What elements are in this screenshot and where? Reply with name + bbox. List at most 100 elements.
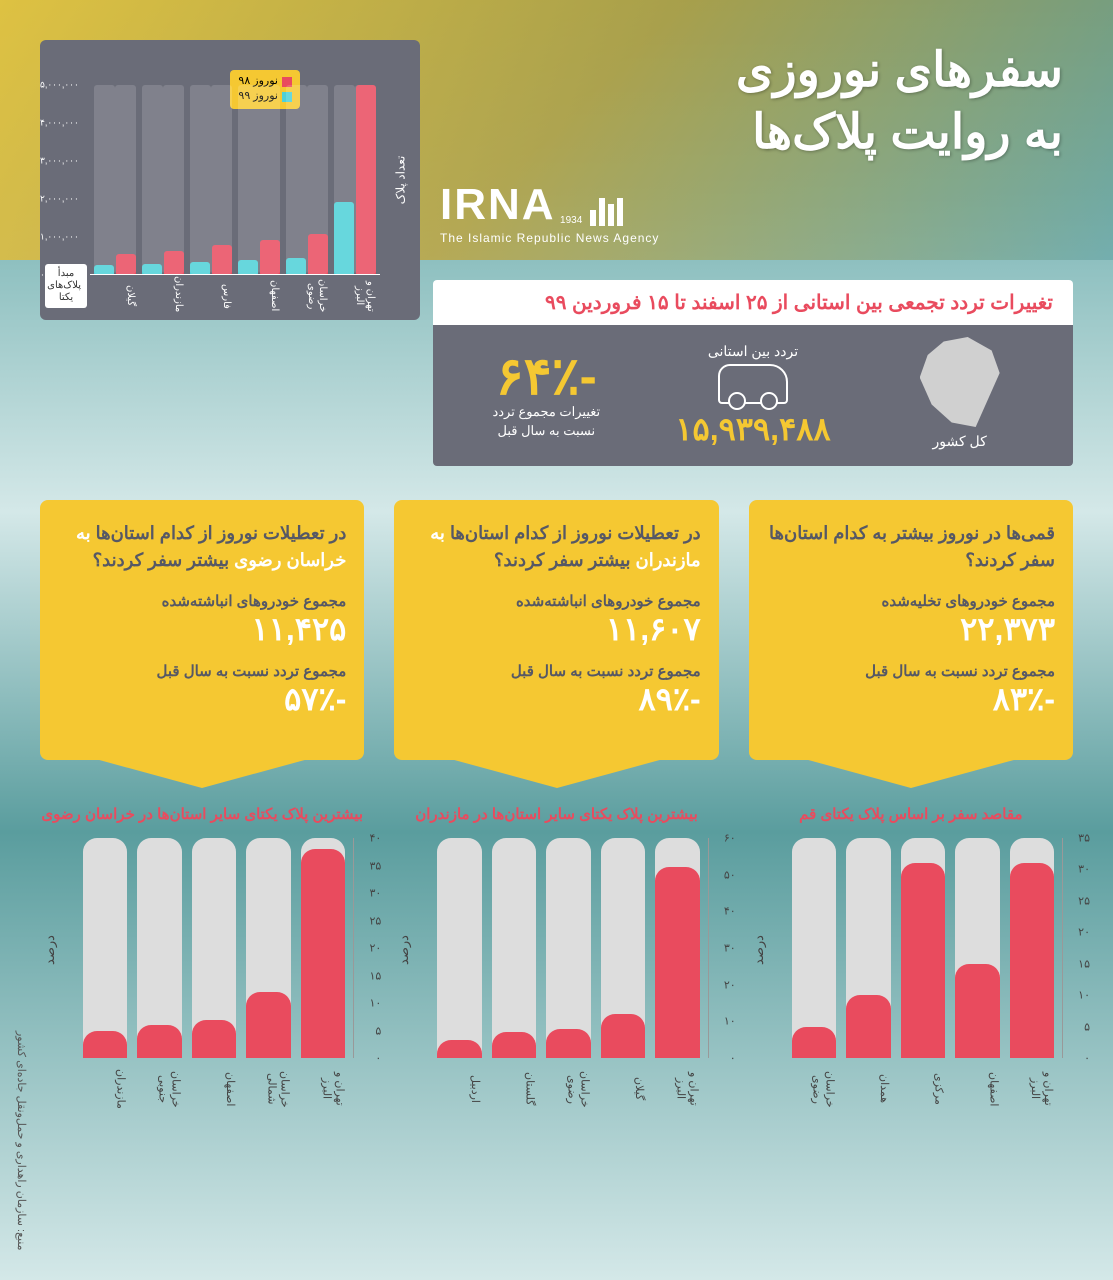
x-label: خراسان جنوبی	[138, 1064, 183, 1114]
y-axis-label: درصد	[396, 935, 412, 965]
x-label: گیلان	[94, 280, 136, 312]
inter-label: تردد بین استانی	[660, 343, 847, 360]
bar-group	[192, 838, 236, 1058]
info-card: در تعطیلات نوروز از کدام استان‌ها به ماز…	[394, 500, 718, 1118]
card-chart-title: مقاصد سفر بر اساس پلاک یکتای قم	[749, 805, 1073, 823]
y-ticks: ۰۱,۰۰۰,۰۰۰۲,۰۰۰,۰۰۰۳,۰۰۰,۰۰۰۴,۰۰۰,۰۰۰۵,۰…	[40, 85, 88, 275]
info-card: در تعطیلات نوروز از کدام استان‌ها به خرا…	[40, 500, 364, 1118]
bar	[546, 1029, 590, 1058]
y-ticks: ۰۵۱۰۱۵۲۰۲۵۳۰۳۵	[1064, 838, 1090, 1058]
stat-label: مجموع خودروهای انباشته‌شده	[412, 592, 700, 610]
card-header: در تعطیلات نوروز از کدام استان‌ها به ماز…	[394, 500, 718, 760]
card-chart: درصد ۰۱۰۲۰۳۰۴۰۵۰۶۰ تهران و البرزگیلانخرا…	[394, 838, 718, 1118]
x-label: خراسان رضوی	[547, 1064, 592, 1114]
x-label: اصفهان	[238, 280, 280, 312]
stat-value: ۱۱,۴۲۵	[58, 610, 346, 648]
card-chart-title: بیشترین پلاک یکتای سایر استان‌ها در مازن…	[394, 805, 718, 823]
y-ticks: ۰۱۰۲۰۳۰۴۰۵۰۶۰	[710, 838, 736, 1058]
bar-group	[94, 85, 136, 274]
bars	[75, 838, 353, 1058]
bar-group	[190, 85, 232, 274]
x-label: مرکزی	[901, 1064, 946, 1114]
bar-group	[901, 838, 945, 1058]
x-label: خراسان رضوی	[792, 1064, 837, 1114]
x-label: اصفهان	[192, 1064, 237, 1114]
bar-group	[792, 838, 836, 1058]
bars	[90, 85, 380, 275]
bar-group	[655, 838, 699, 1058]
bar	[192, 1020, 236, 1059]
bar	[655, 867, 699, 1058]
arrow-icon	[801, 758, 1021, 788]
bar-group	[246, 838, 290, 1058]
traffic-cell: تردد بین استانی ۱۵,۹۳۹,۴۸۸	[660, 343, 847, 448]
stats-banner: تغییرات تردد تجمعی بین استانی از ۲۵ اسفن…	[433, 280, 1073, 460]
card-chart-title: بیشترین پلاک یکتای سایر استان‌ها در خراس…	[40, 805, 364, 823]
logo-year: 1934	[560, 215, 582, 226]
bar	[137, 1025, 181, 1058]
cards-row: قمی‌ها در نوروز بیشتر به کدام استان‌ها س…	[40, 500, 1073, 1118]
stat-value: -۸۳٪	[767, 680, 1055, 718]
bar-group	[137, 838, 181, 1058]
bar	[83, 1031, 127, 1059]
origin-badge: مبدأ پلاک‌های یکتا	[45, 264, 87, 308]
logo-subtitle: The Islamic Republic News Agency	[440, 231, 659, 245]
x-label: تهران و البرز	[302, 1064, 347, 1114]
x-label: خراسان رضوی	[286, 280, 328, 312]
chart-area: ۰۱۰۲۰۳۰۴۰۵۰۶۰	[429, 838, 708, 1058]
card-header: در تعطیلات نوروز از کدام استان‌ها به خرا…	[40, 500, 364, 760]
bar-group	[1010, 838, 1054, 1058]
stats-row: کل کشور تردد بین استانی ۱۵,۹۳۹,۴۸۸ -۶۴٪ …	[433, 325, 1073, 466]
change-cell: -۶۴٪ تغییرات مجموع تردد نسبت به سال قبل	[453, 351, 640, 439]
stat-label: مجموع تردد نسبت به سال قبل	[58, 662, 346, 680]
x-label: تهران و البرز	[1010, 1064, 1055, 1114]
chart-area: ۰۱,۰۰۰,۰۰۰۲,۰۰۰,۰۰۰۳,۰۰۰,۰۰۰۴,۰۰۰,۰۰۰۵,۰…	[90, 85, 380, 275]
bar	[492, 1032, 536, 1058]
source-credit: منبع: سازمان راهداری و حمل‌ونقل جاده‌ای …	[15, 1031, 28, 1251]
map-icon	[920, 337, 1000, 427]
x-label: اصفهان	[956, 1064, 1001, 1114]
stat-label: مجموع خودروهای انباشته‌شده	[58, 592, 346, 610]
x-label: گیلان	[601, 1064, 646, 1114]
title-line1: سفرهای نوروزی	[736, 40, 1063, 102]
bar	[601, 1014, 645, 1058]
x-labels: تهران و البرزخراسان رضویاصفهانفارسمازندر…	[90, 280, 380, 312]
bar-group	[83, 838, 127, 1058]
arrow-icon	[447, 758, 667, 788]
stat-label: مجموع تردد نسبت به سال قبل	[767, 662, 1055, 680]
bar	[301, 849, 345, 1058]
bar-group	[334, 85, 376, 274]
stat-value: ۲۲,۳۷۳	[767, 610, 1055, 648]
bar	[846, 995, 890, 1058]
country-cell: کل کشور	[866, 337, 1053, 454]
bar-group	[846, 838, 890, 1058]
card-chart: درصد ۰۵۱۰۱۵۲۰۲۵۳۰۳۵۴۰ تهران و البرزخراسا…	[40, 838, 364, 1118]
card-title: قمی‌ها در نوروز بیشتر به کدام استان‌ها س…	[767, 520, 1055, 574]
x-labels: تهران و البرزاصفهانمرکزیهمدانخراسان رضوی	[784, 1058, 1063, 1114]
change-pct: -۶۴٪	[453, 351, 640, 403]
stat-label: مجموع خودروهای تخلیه‌شده	[767, 592, 1055, 610]
bar-group	[492, 838, 536, 1058]
stat-value: ۱۱,۶۰۷	[412, 610, 700, 648]
bar	[901, 863, 945, 1058]
bar	[955, 964, 999, 1058]
x-label: همدان	[846, 1064, 891, 1114]
x-labels: تهران و البرزخراسان شمالیاصفهانخراسان جن…	[75, 1058, 354, 1114]
change-sub1: تغییرات مجموع تردد	[453, 403, 640, 421]
top-bar-chart: نوروز ۹۸نوروز ۹۹ تعداد پلاک ۰۱,۰۰۰,۰۰۰۲,…	[40, 40, 420, 320]
stat-value: -۵۷٪	[58, 680, 346, 718]
bar-group	[601, 838, 645, 1058]
page-title: سفرهای نوروزی به روایت پلاک‌ها	[736, 40, 1063, 165]
bar	[792, 1027, 836, 1058]
logo-bars-icon	[587, 198, 623, 231]
y-axis-label: تعداد پلاک	[394, 156, 408, 205]
stat-label: مجموع تردد نسبت به سال قبل	[412, 662, 700, 680]
x-label: فارس	[190, 280, 232, 312]
chart-area: ۰۵۱۰۱۵۲۰۲۵۳۰۳۵	[784, 838, 1063, 1058]
bar-group	[437, 838, 481, 1058]
y-ticks: ۰۵۱۰۱۵۲۰۲۵۳۰۳۵۴۰	[355, 838, 381, 1058]
bar	[1010, 863, 1054, 1058]
bar-group	[142, 85, 184, 274]
card-title: در تعطیلات نوروز از کدام استان‌ها به ماز…	[412, 520, 700, 574]
car-icon	[718, 364, 788, 404]
